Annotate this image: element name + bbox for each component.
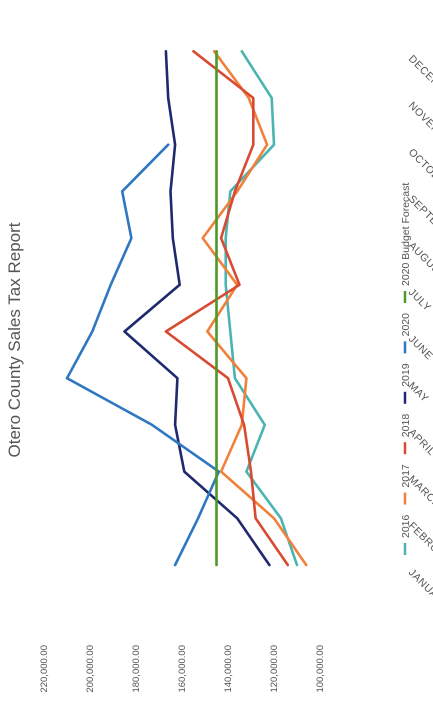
series-line-2018 xyxy=(164,49,290,567)
x-tick-label: NOVEMBER xyxy=(406,100,433,154)
series-line-2019 xyxy=(123,49,271,567)
legend-label: 2018 xyxy=(400,414,412,438)
series-line-2017 xyxy=(201,49,308,567)
x-tick-label: JUNE xyxy=(406,333,433,362)
y-tick-label: 220,000.00 xyxy=(39,645,50,693)
legend-label: 2020 Budget Forecast xyxy=(400,183,412,286)
legend-label: 2017 xyxy=(400,464,412,488)
legend-label: 2016 xyxy=(400,514,412,538)
legend-label: 2020 xyxy=(400,313,412,337)
y-tick-label: 120,000.00 xyxy=(269,645,280,693)
y-tick-label: 160,000.00 xyxy=(177,645,188,693)
series-line-2020 xyxy=(65,143,221,567)
x-tick-label: JANUARY xyxy=(406,567,433,612)
y-tick-label: 200,000.00 xyxy=(85,645,96,693)
y-tick-label: 100,000.00 xyxy=(315,645,326,693)
x-tick-label: JULY xyxy=(406,286,433,314)
x-tick-label: DECEMBER xyxy=(406,53,433,106)
y-tick-label: 180,000.00 xyxy=(131,645,142,693)
y-tick-label: 140,000.00 xyxy=(223,645,234,693)
legend-label: 2019 xyxy=(400,363,412,387)
chart-title: Otero County Sales Tax Report xyxy=(5,222,24,457)
